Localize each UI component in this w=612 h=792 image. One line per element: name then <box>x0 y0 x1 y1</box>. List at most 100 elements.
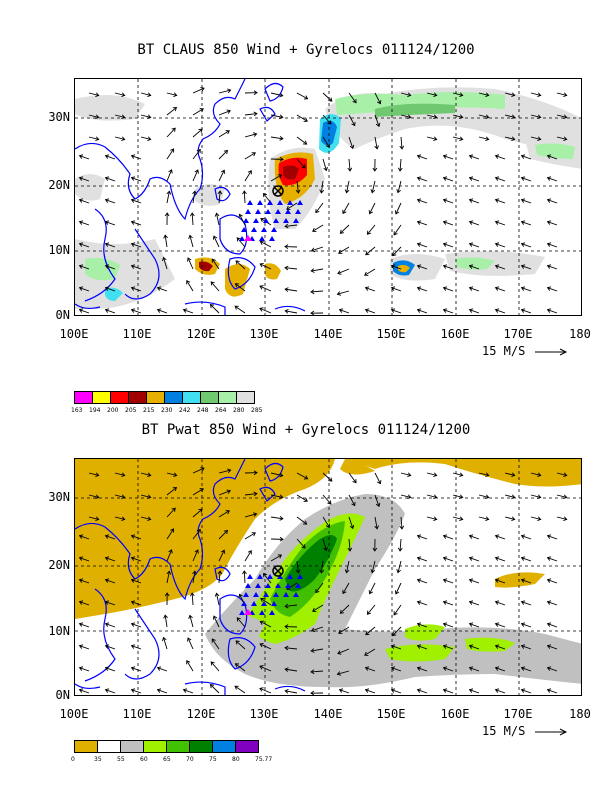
wind-vector-head <box>546 198 552 203</box>
wind-vector-head <box>104 644 110 649</box>
wind-vector-head <box>279 136 284 141</box>
gyre-location-marker <box>245 583 251 588</box>
wind-vector-head <box>336 291 342 296</box>
wind-vector-head <box>442 622 448 627</box>
wind-vector <box>140 494 151 498</box>
wind-vector <box>79 287 90 292</box>
panel2-lat-label-0n: 0N <box>55 688 70 702</box>
wind-vector <box>79 199 90 204</box>
wind-vector-head <box>78 286 84 291</box>
panel2-title: BT Pwat 850 Wind + Gyrelocs 011124/1200 <box>141 422 471 438</box>
wind-vector <box>339 689 350 694</box>
wind-vector-head <box>130 242 136 247</box>
wind-vector <box>391 309 402 314</box>
wind-vector-head <box>365 251 370 256</box>
wind-vector-head <box>303 140 308 145</box>
wind-vector-head <box>468 556 474 561</box>
wind-vector-head <box>351 501 356 507</box>
wind-vector <box>105 535 116 540</box>
wind-vector <box>183 689 194 694</box>
panel1-lon-label: 180 <box>569 327 591 341</box>
wind-vector-head <box>364 688 370 693</box>
wind-vector <box>192 87 205 94</box>
wind-vector-head <box>121 136 126 142</box>
wind-vector <box>495 557 506 562</box>
wind-vector-head <box>210 281 215 286</box>
wind-vector <box>322 538 327 551</box>
wind-vector <box>495 645 506 650</box>
wind-vector-head <box>396 569 401 574</box>
wind-vector-head <box>342 209 347 215</box>
wind-vector-head <box>563 472 568 478</box>
wind-vector-head <box>546 242 552 247</box>
wind-vector <box>311 626 324 632</box>
wind-vector-head <box>390 688 396 693</box>
gyre-location-marker <box>265 583 271 588</box>
wind-vector-head <box>172 487 178 492</box>
wind-vector <box>478 92 489 96</box>
wind-vector <box>521 579 532 584</box>
wind-vector <box>443 667 454 672</box>
panel2-lat-label-30n: 30N <box>48 490 70 504</box>
wind-vector-head <box>520 198 526 203</box>
panel2-lon-label: 150E <box>376 707 406 721</box>
wind-vector-head <box>170 148 175 153</box>
wind-vector-head <box>468 264 474 269</box>
wind-vector <box>192 191 196 204</box>
wind-vector <box>443 623 454 628</box>
wind-vector-head <box>253 111 258 117</box>
wind-vector <box>166 148 174 160</box>
wind-vector <box>469 601 480 606</box>
wind-vector-head <box>520 688 526 693</box>
wind-vector <box>187 637 194 650</box>
wind-vector-head <box>511 494 516 500</box>
wind-vector <box>365 667 376 672</box>
wind-vector <box>365 309 376 314</box>
colorbar-swatch <box>146 391 165 404</box>
wind-vector <box>443 177 454 182</box>
wind-vector <box>166 507 176 518</box>
reference-arrow-icon <box>534 728 567 735</box>
wind-vector <box>443 265 454 270</box>
wind-vector-head <box>323 166 328 172</box>
wind-vector-head <box>78 666 84 671</box>
panel1-colorbar <box>74 391 255 404</box>
gyre-location-marker <box>261 227 267 232</box>
wind-vector-head <box>173 472 178 478</box>
wind-vector-head <box>225 130 230 135</box>
wind-vector-head <box>209 304 215 309</box>
wind-vector-head <box>214 212 220 217</box>
wind-vector <box>192 169 199 182</box>
wind-vector-head <box>368 210 373 215</box>
wind-vector <box>218 571 221 584</box>
wind-vector-head <box>537 92 542 98</box>
wind-vector-head <box>121 472 126 478</box>
panel2-lon-label: 160E <box>440 707 470 721</box>
wind-vector-head <box>342 589 347 595</box>
wind-vector-head <box>546 644 552 649</box>
wind-vector <box>340 604 350 614</box>
wind-vector <box>399 538 402 551</box>
wind-vector <box>166 571 170 584</box>
wind-vector-head <box>416 666 422 671</box>
wind-vector <box>236 237 246 248</box>
wind-vector <box>417 309 428 314</box>
wind-vector-head <box>494 154 500 159</box>
wind-vector-head <box>303 475 309 480</box>
wind-vector-head <box>78 578 84 583</box>
panel1-reference-vector: 15 M/S <box>482 344 569 358</box>
wind-vector <box>397 560 402 573</box>
wind-vector-head <box>284 287 289 292</box>
wind-vector <box>504 472 515 476</box>
wind-vector <box>478 472 489 476</box>
wind-vector <box>312 604 324 612</box>
wind-vector-head <box>238 213 243 218</box>
wind-vector <box>114 114 125 118</box>
wind-vector-head <box>121 494 126 500</box>
wind-vector-head <box>214 592 220 597</box>
wind-vector-head <box>364 308 370 313</box>
wind-vector-head <box>442 242 448 247</box>
panel2-grid <box>75 459 581 695</box>
wind-vector <box>556 516 567 520</box>
wind-vector <box>320 560 324 573</box>
